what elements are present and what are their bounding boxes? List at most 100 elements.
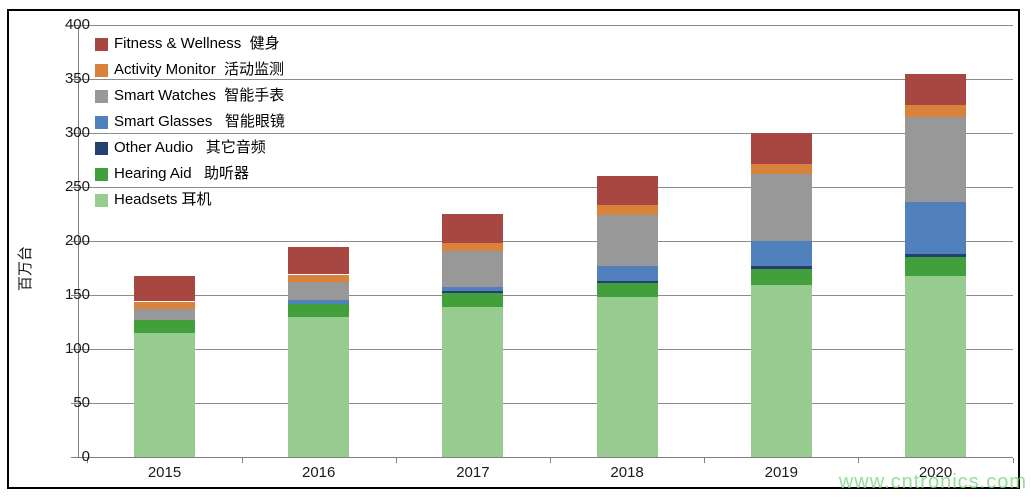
legend-item-smart-watches: Smart Watches 智能手表 xyxy=(95,83,285,109)
legend-swatch-activity-monitor xyxy=(95,63,108,77)
x-tick xyxy=(395,458,397,463)
bar-segment-hearing-aid xyxy=(288,303,350,317)
bar-segment-smart-watches xyxy=(750,174,812,241)
gridline xyxy=(78,349,1013,350)
y-tick xyxy=(71,187,78,188)
y-tick xyxy=(71,79,78,80)
bar-segment-fitness-wellness xyxy=(750,133,812,165)
y-tick-label: 200 xyxy=(64,232,90,249)
y-tick-label: 300 xyxy=(64,124,90,141)
y-axis-title: 百万台 xyxy=(17,245,35,292)
bar-segment-smart-glasses xyxy=(288,300,350,304)
x-tick xyxy=(87,458,89,463)
bar-2016 xyxy=(288,247,350,457)
x-category-label: 2019 xyxy=(764,464,798,481)
legend-swatch-fitness-wellness xyxy=(95,37,108,51)
x-tick xyxy=(704,458,706,463)
legend-item-other-audio: Other Audio 其它音频 xyxy=(95,135,285,161)
bar-segment-headsets xyxy=(134,332,195,457)
bar-segment-activity-monitor xyxy=(905,104,966,117)
y-tick xyxy=(71,25,78,26)
bar-segment-hearing-aid xyxy=(750,269,812,286)
legend-item-hearing-aid: Hearing Aid 助听器 xyxy=(95,161,285,187)
chart-border xyxy=(7,9,1020,489)
legend-item-smart-glasses: Smart Glasses 智能眼镜 xyxy=(95,109,285,135)
y-tick-label: 400 xyxy=(64,16,90,33)
bar-segment-fitness-wellness xyxy=(134,275,195,302)
gridline xyxy=(78,295,1013,296)
bar-segment-other-audio xyxy=(596,280,658,284)
legend-label: Other Audio 其它音频 xyxy=(114,139,266,156)
y-tick xyxy=(71,241,78,242)
x-tick xyxy=(241,458,243,463)
x-axis-line xyxy=(78,457,1013,458)
y-tick xyxy=(71,295,78,296)
legend-label: Smart Glasses 智能眼镜 xyxy=(114,113,285,130)
bar-segment-smart-watches xyxy=(288,282,350,301)
legend-label: Activity Monitor 活动监测 xyxy=(114,61,285,78)
bar-segment-headsets xyxy=(750,285,812,457)
bar-segment-smart-watches xyxy=(442,250,504,288)
bar-segment-activity-monitor xyxy=(750,164,812,175)
y-tick-label: 0 xyxy=(81,448,90,465)
legend-item-headsets: Headsets 耳机 xyxy=(95,187,285,213)
x-category-label: 2017 xyxy=(456,464,490,481)
y-tick xyxy=(71,457,78,458)
x-category-label: 2015 xyxy=(147,464,182,481)
bar-segment-hearing-aid xyxy=(134,319,195,333)
bar-2019 xyxy=(750,133,812,457)
bar-segment-fitness-wellness xyxy=(596,176,658,206)
gridline xyxy=(78,133,1013,134)
bar-segment-fitness-wellness xyxy=(905,73,966,105)
bar-segment-headsets xyxy=(905,275,966,457)
legend-swatch-smart-glasses xyxy=(95,115,108,129)
legend-item-fitness-wellness: Fitness & Wellness 健身 xyxy=(95,31,285,57)
legend-label: Hearing Aid 助听器 xyxy=(114,165,250,182)
x-category-label: 2018 xyxy=(610,464,644,481)
plot-area xyxy=(71,25,1014,463)
y-tick xyxy=(71,133,78,134)
legend-swatch-headsets xyxy=(95,193,108,207)
bar-segment-headsets xyxy=(442,306,504,457)
bar-segment-hearing-aid xyxy=(442,292,504,307)
bar-2015 xyxy=(134,275,195,457)
gridline xyxy=(78,25,1013,26)
bar-2018 xyxy=(596,176,658,457)
bar-2020 xyxy=(905,73,966,457)
legend-swatch-other-audio xyxy=(95,141,108,155)
y-tick-label: 50 xyxy=(73,394,90,411)
gridline xyxy=(78,187,1013,188)
bar-2017 xyxy=(442,214,504,457)
bar-segment-hearing-aid xyxy=(905,257,966,276)
bar-segment-activity-monitor xyxy=(288,274,350,283)
bar-segment-other-audio xyxy=(442,290,504,293)
x-tick xyxy=(1012,458,1014,463)
legend: Fitness & Wellness 健身 Activity Monitor 活动… xyxy=(95,31,285,213)
x-tick xyxy=(858,458,860,463)
gridline xyxy=(78,241,1013,242)
bar-segment-activity-monitor xyxy=(442,243,504,251)
bar-segment-smart-watches xyxy=(905,116,966,203)
y-tick-label: 100 xyxy=(64,340,90,357)
y-tick xyxy=(71,349,78,350)
y-tick-label: 250 xyxy=(64,178,90,195)
bar-segment-activity-monitor xyxy=(596,205,658,216)
bar-segment-other-audio xyxy=(750,265,812,270)
bar-segment-activity-monitor xyxy=(134,301,195,310)
bar-segment-headsets xyxy=(288,316,350,457)
legend-swatch-hearing-aid xyxy=(95,167,108,181)
bar-segment-smart-glasses xyxy=(750,241,812,266)
bar-segment-hearing-aid xyxy=(596,283,658,298)
bar-segment-smart-glasses xyxy=(905,202,966,254)
bar-segment-smart-glasses xyxy=(442,287,504,291)
y-tick-label: 150 xyxy=(64,286,90,303)
legend-swatch-smart-watches xyxy=(95,89,108,103)
gridline xyxy=(78,79,1013,80)
gridline xyxy=(78,403,1013,404)
bar-segment-smart-watches xyxy=(134,309,195,320)
y-tick xyxy=(71,403,78,404)
legend-label: Fitness & Wellness 健身 xyxy=(114,35,280,52)
legend-label: Headsets 耳机 xyxy=(114,191,212,208)
legend-item-activity-monitor: Activity Monitor 活动监测 xyxy=(95,57,285,83)
